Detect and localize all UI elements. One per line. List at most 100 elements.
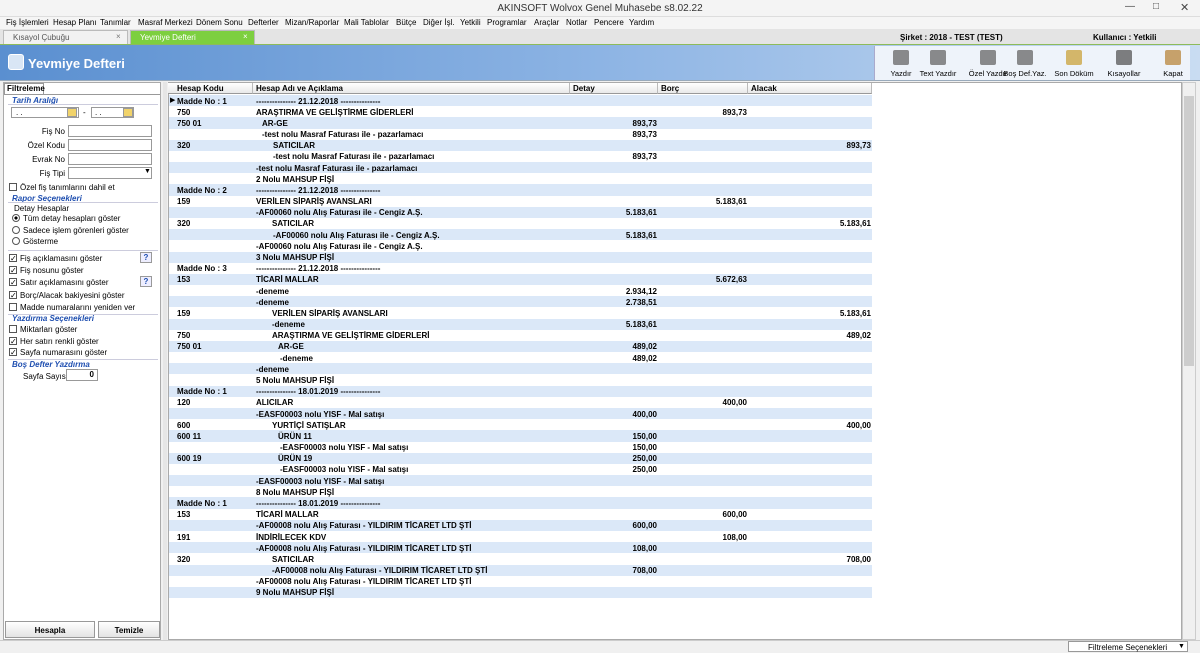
- grid-row[interactable]: [169, 106, 872, 118]
- tab[interactable]: [130, 30, 255, 44]
- menu-item[interactable]: Defterler: [248, 18, 279, 27]
- menu-item[interactable]: Yetkili: [460, 18, 481, 27]
- date-input[interactable]: [91, 107, 134, 118]
- toolbar-icon[interactable]: [930, 50, 946, 65]
- column-header[interactable]: [168, 83, 253, 94]
- grid-row[interactable]: [169, 385, 872, 397]
- grid-row[interactable]: [169, 374, 872, 386]
- checkbox-label[interactable]: Madde numaralarını yeniden ver: [20, 303, 136, 312]
- help-button[interactable]: ?: [140, 276, 152, 287]
- text-input[interactable]: [68, 125, 152, 137]
- grid-row[interactable]: [169, 251, 872, 263]
- column-header[interactable]: [658, 83, 748, 94]
- grid-row[interactable]: [169, 486, 872, 498]
- checkbox-label[interactable]: Sayfa numarasını göster: [20, 348, 108, 357]
- grid-row[interactable]: [169, 564, 872, 576]
- filter-tab-label[interactable]: Filtreleme: [7, 84, 45, 93]
- toolbar-button[interactable]: Text Yazdır: [919, 69, 957, 78]
- checkbox-label[interactable]: Fiş nosunu göster: [20, 266, 84, 275]
- grid-row[interactable]: [169, 273, 872, 286]
- grid-row[interactable]: [169, 519, 872, 531]
- toolbar-icon[interactable]: [893, 50, 909, 65]
- column-header-label[interactable]: Hesap Adı ve Açıklama: [256, 84, 344, 93]
- toolbar-icon[interactable]: [980, 50, 996, 65]
- action-button[interactable]: [5, 621, 95, 638]
- grid-row[interactable]: [169, 575, 872, 587]
- checkbox-label[interactable]: Miktarları göster: [20, 325, 78, 334]
- select-arrow[interactable]: ▼: [144, 168, 151, 175]
- grid-row[interactable]: [169, 162, 872, 174]
- action-button-label[interactable]: Hesapla: [34, 626, 66, 635]
- grid-row[interactable]: [169, 240, 872, 252]
- grid-row[interactable]: [169, 95, 872, 107]
- column-header-label[interactable]: Borç: [661, 84, 680, 93]
- menu-item[interactable]: Mali Tablolar: [344, 18, 389, 27]
- menu-item[interactable]: Mizan/Raporlar: [285, 18, 340, 27]
- radio[interactable]: [12, 225, 20, 234]
- date-button[interactable]: [123, 108, 133, 117]
- grid-row[interactable]: [169, 117, 872, 129]
- grid-row[interactable]: [169, 128, 872, 140]
- minimize-button[interactable]: —: [1125, 1, 1135, 12]
- grid-row[interactable]: [169, 139, 872, 151]
- tab-label[interactable]: Yevmiye Defteri: [140, 33, 196, 42]
- status-dropdown[interactable]: [1068, 641, 1188, 652]
- toolbar-button[interactable]: Kapat: [1163, 69, 1183, 78]
- grid-row[interactable]: [169, 150, 872, 163]
- tab-label[interactable]: Kısayol Çubuğu: [13, 33, 70, 42]
- grid-row[interactable]: [169, 408, 872, 420]
- grid-row[interactable]: [169, 441, 872, 453]
- grid-row[interactable]: [169, 296, 872, 308]
- checkbox[interactable]: ✓: [9, 278, 17, 287]
- grid-row[interactable]: [169, 352, 872, 364]
- grid-row[interactable]: [169, 285, 872, 297]
- date-button[interactable]: [67, 108, 77, 117]
- grid-row[interactable]: [169, 586, 872, 599]
- grid-row[interactable]: [169, 553, 872, 565]
- checkbox[interactable]: ✓: [9, 291, 17, 300]
- help-button[interactable]: ?: [140, 252, 152, 263]
- checkbox[interactable]: ✓: [9, 254, 17, 263]
- radio[interactable]: [12, 237, 20, 245]
- checkbox[interactable]: [9, 183, 17, 191]
- radio[interactable]: [12, 214, 20, 222]
- grid-row[interactable]: [169, 430, 872, 442]
- checkbox[interactable]: ✓: [9, 348, 17, 357]
- checkbox-label[interactable]: Her satırı renkli göster: [20, 337, 99, 346]
- grid-row[interactable]: [169, 206, 872, 218]
- toolbar-button[interactable]: Yazdır: [890, 69, 912, 78]
- grid-row[interactable]: [169, 396, 872, 409]
- grid-row[interactable]: [169, 419, 872, 431]
- maximize-button[interactable]: □: [1153, 1, 1160, 12]
- menu-item[interactable]: Fiş İşlemleri: [6, 18, 49, 27]
- date-input[interactable]: [11, 107, 79, 118]
- status-arrow[interactable]: ▼: [1178, 643, 1185, 650]
- toolbar-icon[interactable]: [1066, 50, 1082, 65]
- menu-item[interactable]: Notlar: [566, 18, 588, 27]
- toolbar-icon[interactable]: [1165, 50, 1181, 65]
- grid-row[interactable]: [169, 184, 872, 196]
- toolbar-button[interactable]: Son Döküm: [1054, 69, 1094, 78]
- menu-item[interactable]: Bütçe: [396, 18, 417, 27]
- date-text[interactable]: . .: [95, 108, 102, 117]
- menu-item[interactable]: Hesap Planı: [53, 18, 97, 27]
- toolbar-icon[interactable]: [1017, 50, 1033, 65]
- checkbox[interactable]: ✓: [9, 337, 17, 346]
- date-text[interactable]: . .: [16, 108, 23, 117]
- menu-item[interactable]: Diğer İşl.: [423, 18, 455, 27]
- checkbox-label[interactable]: Satır açıklamasını göster: [20, 278, 109, 287]
- text-input[interactable]: [68, 153, 152, 165]
- checkbox[interactable]: ✓: [9, 266, 17, 275]
- column-header-label[interactable]: Alacak: [751, 84, 777, 93]
- status-text[interactable]: Filtreleme Seçenekleri: [1088, 643, 1168, 652]
- checkbox-label[interactable]: Fiş açıklamasını göster: [20, 254, 103, 263]
- menu-item[interactable]: Yardım: [629, 18, 655, 27]
- grid-row[interactable]: [169, 173, 872, 185]
- tab[interactable]: [3, 30, 128, 44]
- grid-row[interactable]: [169, 452, 872, 464]
- menu-item[interactable]: Dönem Sonu: [196, 18, 243, 27]
- close-button[interactable]: ✕: [1180, 2, 1190, 14]
- grid-row[interactable]: [169, 195, 872, 207]
- grid-row[interactable]: [169, 329, 872, 341]
- column-header-label[interactable]: Hesap Kodu: [177, 84, 224, 93]
